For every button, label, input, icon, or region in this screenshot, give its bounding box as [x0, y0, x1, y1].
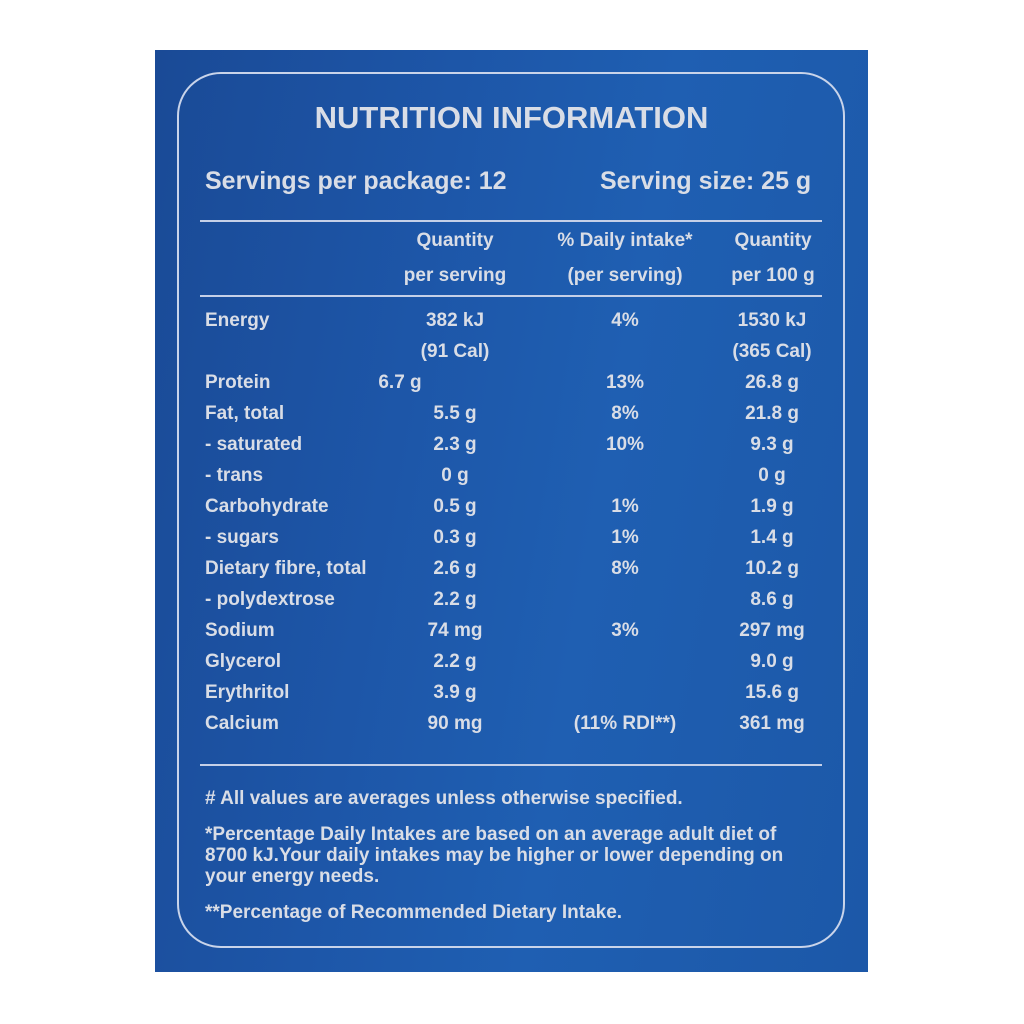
serving-size: Serving size: 25 g — [600, 167, 812, 195]
divider — [200, 220, 822, 222]
nutrient-name: - saturated — [205, 434, 303, 455]
daily-intake: 3% — [611, 620, 639, 641]
quantity-per-serving: 2.6 g — [433, 558, 477, 579]
table-row: Carbohydrate 0.5 g 1% 1.9 g — [155, 496, 868, 527]
quantity-per-serving: 74 mg — [427, 620, 483, 641]
quantity-per-100g: 9.3 g — [750, 434, 794, 455]
quantity-per-100g: (365 Cal) — [732, 341, 812, 362]
table-row: Protein 6.7 g 13% 26.8 g — [155, 372, 868, 403]
header-col2-line2: (per serving) — [567, 265, 683, 286]
footnote-daily-intake: *Percentage Daily Intakes are based on a… — [205, 824, 784, 887]
quantity-per-serving: 3.9 g — [433, 682, 477, 703]
table-row: (91 Cal) (365 Cal) — [155, 341, 868, 372]
table-row: Calcium 90 mg (11% RDI**) 361 mg — [155, 713, 868, 744]
servings-per-package: Servings per package: 12 — [205, 167, 507, 195]
quantity-per-serving: 0.3 g — [433, 527, 477, 548]
daily-intake: 13% — [605, 372, 645, 393]
nutrient-name: Dietary fibre, total — [205, 558, 367, 579]
quantity-per-serving: 2.3 g — [433, 434, 477, 455]
quantity-per-100g: 0 g — [758, 465, 786, 486]
table-row: Glycerol 2.2 g 9.0 g — [155, 651, 868, 682]
header-col3-line1: Quantity — [734, 230, 812, 251]
nutrient-name: - polydextrose — [205, 589, 335, 610]
nutrient-name: Glycerol — [205, 651, 282, 672]
nutrition-panel: NUTRITION INFORMATION Servings per packa… — [155, 50, 868, 972]
quantity-per-100g: 1530 kJ — [737, 310, 807, 331]
table-row: - polydextrose 2.2 g 8.6 g — [155, 589, 868, 620]
daily-intake: 8% — [611, 403, 639, 424]
daily-intake: 10% — [605, 434, 645, 455]
nutrient-name: Fat, total — [205, 403, 285, 424]
nutrient-name: - sugars — [205, 527, 279, 548]
table-row: Sodium 74 mg 3% 297 mg — [155, 620, 868, 651]
quantity-per-serving: 6.7 g — [378, 372, 422, 393]
nutrient-name: Protein — [205, 372, 271, 393]
quantity-per-100g: 1.9 g — [750, 496, 794, 517]
daily-intake: (11% RDI**) — [573, 713, 677, 734]
header-col1-line2: per serving — [403, 265, 507, 286]
label-border — [177, 72, 845, 948]
table-row: - trans 0 g 0 g — [155, 465, 868, 496]
title: NUTRITION INFORMATION — [314, 100, 709, 135]
footnote-rdi: **Percentage of Recommended Dietary Inta… — [205, 902, 623, 923]
quantity-per-100g: 8.6 g — [750, 589, 794, 610]
quantity-per-100g: 1.4 g — [750, 527, 794, 548]
header-col2-line1: % Daily intake* — [557, 230, 693, 251]
quantity-per-serving: 2.2 g — [433, 589, 477, 610]
quantity-per-serving: 0.5 g — [433, 496, 477, 517]
quantity-per-100g: 9.0 g — [750, 651, 794, 672]
quantity-per-100g: 10.2 g — [745, 558, 799, 579]
nutrient-name: Sodium — [205, 620, 275, 641]
quantity-per-100g: 26.8 g — [745, 372, 799, 393]
quantity-per-serving: 0 g — [441, 465, 469, 486]
table-row: - saturated 2.3 g 10% 9.3 g — [155, 434, 868, 465]
quantity-per-serving: (91 Cal) — [420, 341, 490, 362]
nutrient-name: Calcium — [205, 713, 279, 734]
table-row: Fat, total 5.5 g 8% 21.8 g — [155, 403, 868, 434]
daily-intake: 1% — [611, 527, 639, 548]
divider — [200, 764, 822, 766]
header-col1-line1: Quantity — [416, 230, 494, 251]
quantity-per-100g: 15.6 g — [745, 682, 799, 703]
nutrient-name: Energy — [205, 310, 270, 331]
quantity-per-serving: 2.2 g — [433, 651, 477, 672]
quantity-per-100g: 21.8 g — [745, 403, 799, 424]
divider — [200, 295, 822, 297]
table-row: Dietary fibre, total 2.6 g 8% 10.2 g — [155, 558, 868, 589]
table-row: - sugars 0.3 g 1% 1.4 g — [155, 527, 868, 558]
table-row: Energy 382 kJ 4% 1530 kJ — [155, 310, 868, 341]
table-row: Erythritol 3.9 g 15.6 g — [155, 682, 868, 713]
quantity-per-serving: 5.5 g — [433, 403, 477, 424]
footnote-averages: # All values are averages unless otherwi… — [205, 788, 683, 809]
nutrient-name: - trans — [205, 465, 264, 486]
daily-intake: 1% — [611, 496, 639, 517]
nutrient-name: Erythritol — [205, 682, 290, 703]
quantity-per-100g: 297 mg — [739, 620, 805, 641]
quantity-per-serving: 382 kJ — [425, 310, 485, 331]
daily-intake: 4% — [611, 310, 639, 331]
quantity-per-100g: 361 mg — [739, 713, 805, 734]
daily-intake: 8% — [611, 558, 639, 579]
quantity-per-serving: 90 mg — [427, 713, 483, 734]
nutrient-name: Carbohydrate — [205, 496, 329, 517]
header-col3-line2: per 100 g — [731, 265, 815, 286]
